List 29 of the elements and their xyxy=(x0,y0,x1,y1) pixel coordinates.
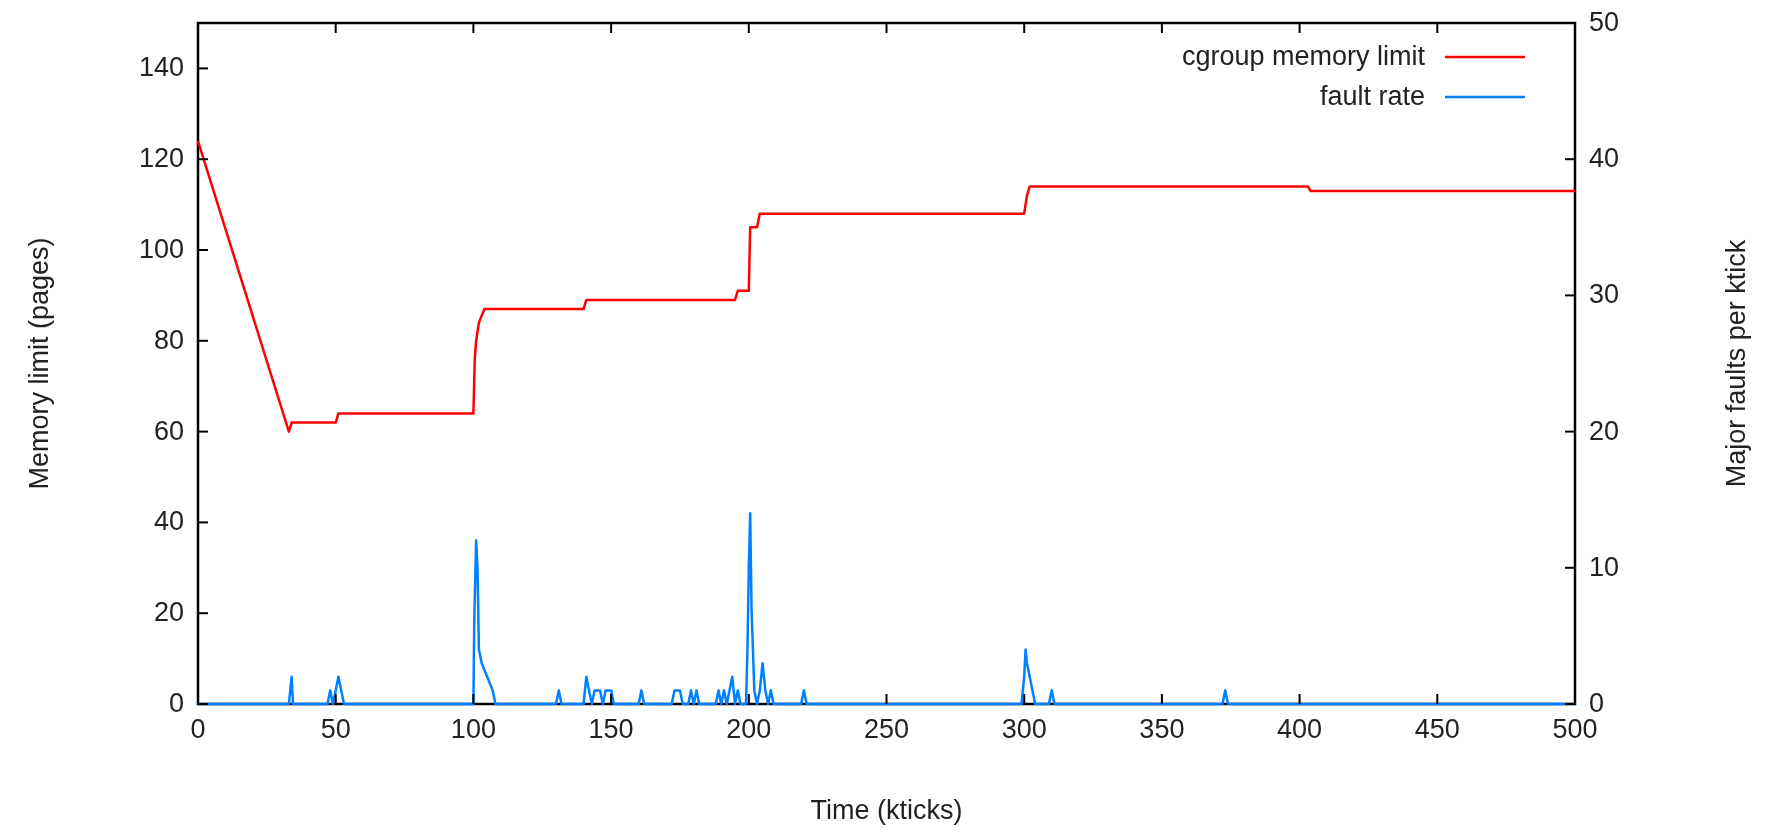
y2-tick-label: 30 xyxy=(1589,279,1620,310)
x-tick-label: 100 xyxy=(450,714,496,744)
x-tick-label: 450 xyxy=(1414,714,1460,744)
y2-axis-title: Major faults per ktick xyxy=(1721,239,1751,488)
x-tick-label: 150 xyxy=(588,714,634,744)
x-axis-title: Time (kticks) xyxy=(810,795,963,825)
y-tick-label: 80 xyxy=(153,324,184,355)
line-series xyxy=(196,139,1577,433)
y-tick-label: 40 xyxy=(153,506,184,537)
x-tick-label: 300 xyxy=(1001,714,1047,744)
x-tick-label: 0 xyxy=(190,714,206,744)
y-tick-label: 0 xyxy=(168,688,184,718)
y2-tick-label: 50 xyxy=(1589,7,1620,37)
legend-label: fault rate xyxy=(1319,81,1425,111)
y2-tick-label: 40 xyxy=(1589,143,1620,174)
y-tick-label: 120 xyxy=(138,143,184,174)
x-tick-label: 250 xyxy=(863,714,910,744)
y-tick-label: 100 xyxy=(138,234,184,264)
legend-label: cgroup memory limit xyxy=(1181,41,1426,71)
x-tick-label: 350 xyxy=(1139,714,1185,744)
y-tick-label: 60 xyxy=(153,415,184,446)
x-tick-label: 200 xyxy=(726,714,772,744)
y-tick-label: 140 xyxy=(138,52,184,83)
y2-tick-label: 10 xyxy=(1589,551,1620,582)
x-tick-label: 50 xyxy=(320,714,351,744)
y-tick-label: 20 xyxy=(153,597,184,628)
y2-tick-label: 20 xyxy=(1589,415,1620,446)
y-axis-title: Memory limit (pages) xyxy=(24,237,54,490)
x-tick-label: 400 xyxy=(1277,714,1323,744)
